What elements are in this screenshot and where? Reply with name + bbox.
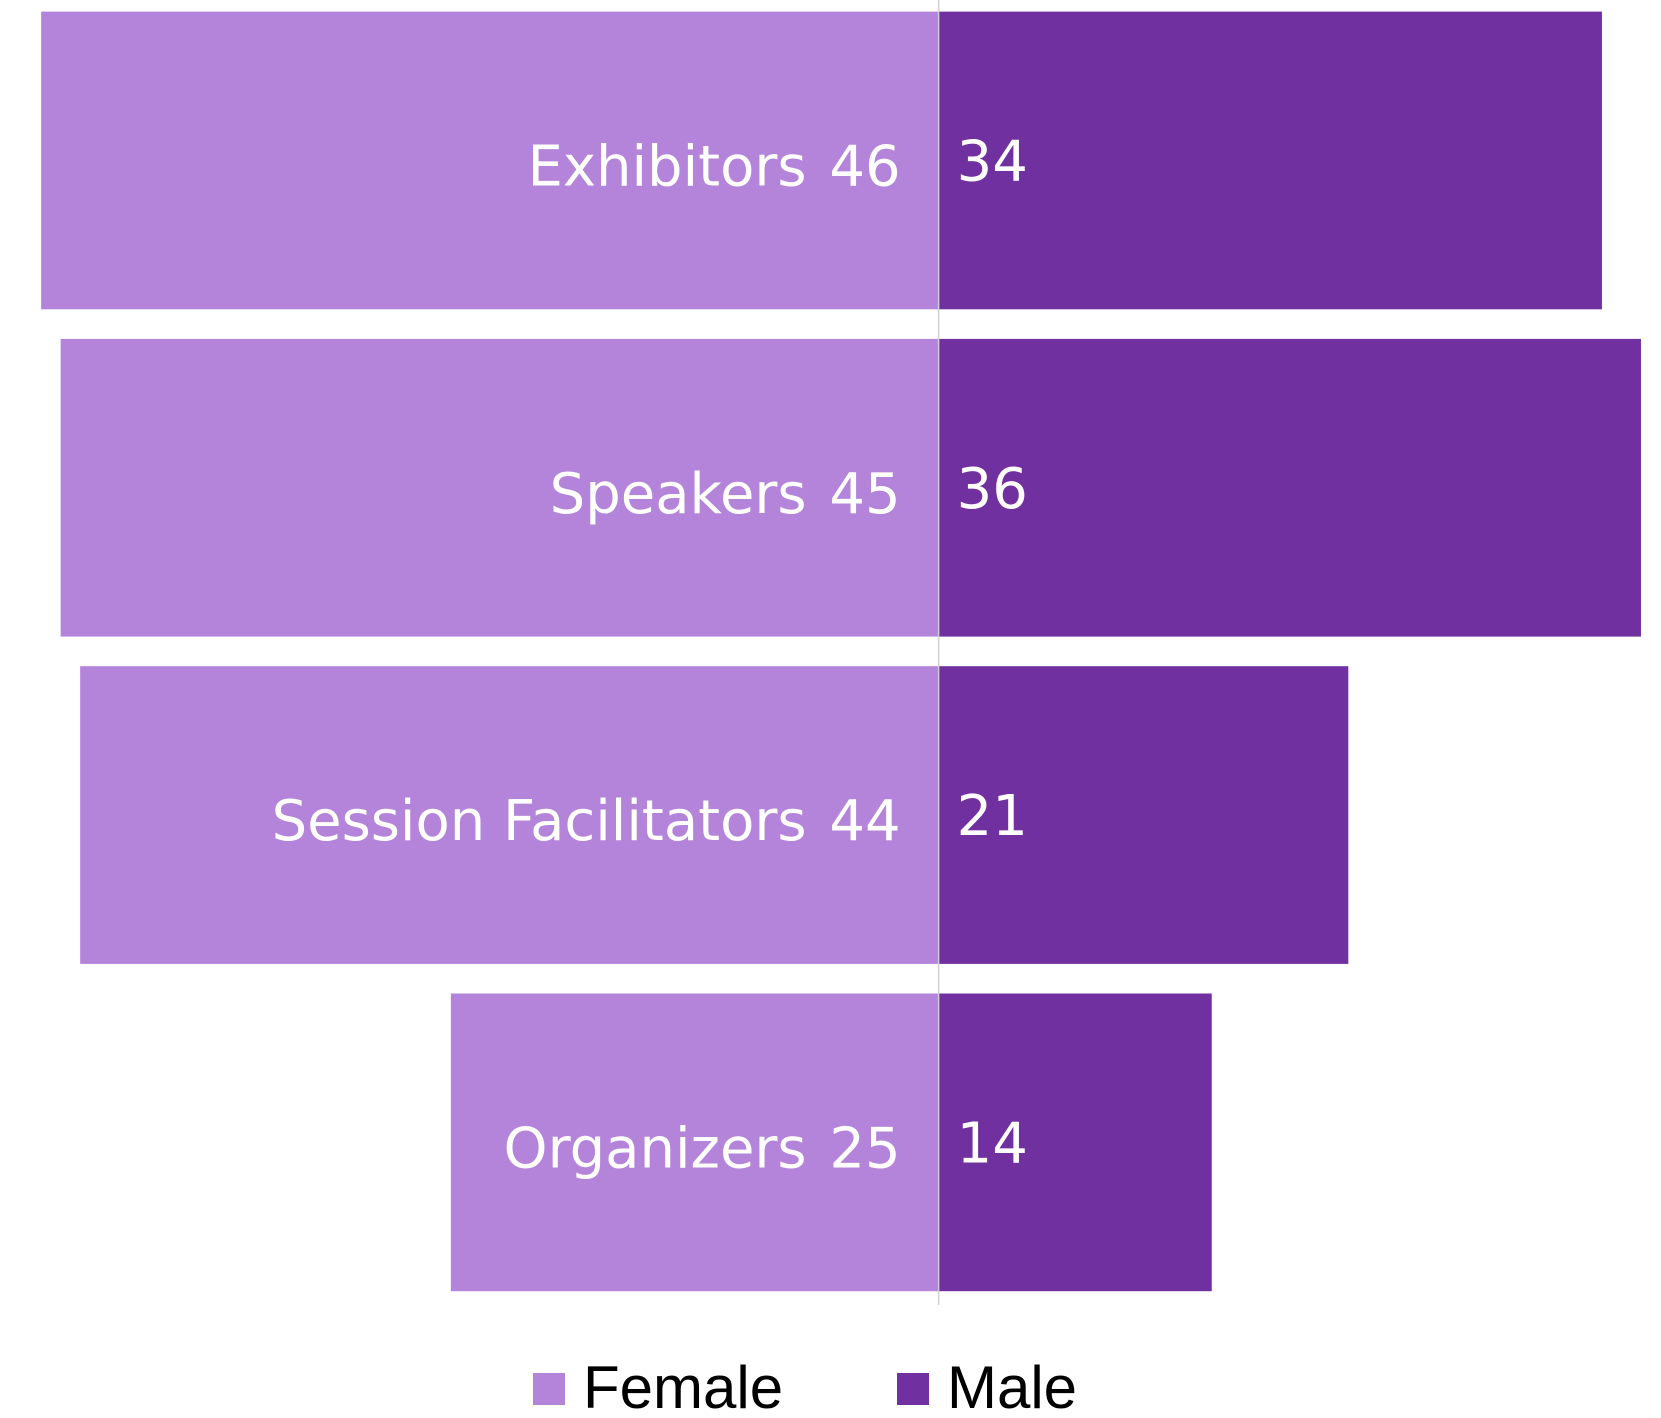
bar-male [938, 666, 1349, 964]
value-label: 46 [829, 135, 900, 200]
bar-female [41, 11, 939, 310]
category-label: Organizers [504, 1116, 807, 1181]
value-label: 36 [957, 457, 1028, 522]
value-label: 34 [957, 130, 1028, 195]
value-label: 21 [957, 784, 1028, 849]
bar-female [450, 993, 939, 1292]
bar-female [80, 666, 939, 964]
bar-male [938, 338, 1641, 637]
legend-swatch [897, 1373, 929, 1405]
value-label: 14 [957, 1111, 1028, 1176]
legend-swatch [533, 1373, 565, 1405]
legend-label: Male [947, 1354, 1077, 1418]
value-label: 45 [829, 462, 900, 527]
value-label: 25 [829, 1116, 900, 1181]
value-label: 44 [829, 789, 900, 854]
bar-male [938, 11, 1602, 310]
bar-female [60, 338, 939, 637]
category-label: Exhibitors [527, 135, 806, 200]
category-label: Session Facilitators [272, 789, 807, 854]
bar-male [938, 993, 1212, 1292]
category-label: Speakers [550, 462, 807, 527]
legend-label: Female [583, 1354, 783, 1418]
